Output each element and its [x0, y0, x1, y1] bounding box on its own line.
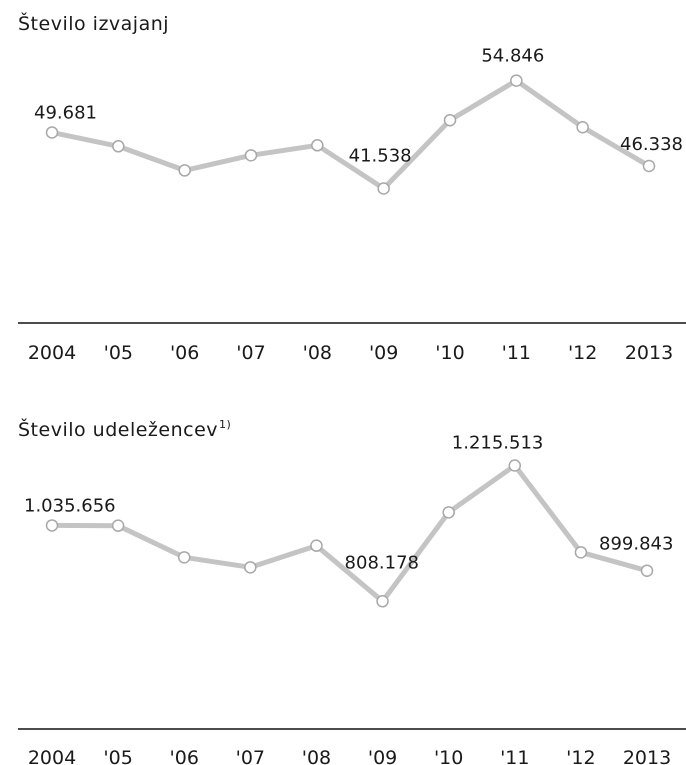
series-line — [49, 463, 650, 604]
x-tick-label: '10 — [434, 747, 463, 765]
x-tick-label: 2013 — [625, 342, 673, 364]
chart-title-text: Število udeležencev — [18, 419, 219, 441]
x-tick-label: '05 — [104, 342, 133, 364]
data-label-peak: 54.846 — [481, 46, 544, 67]
series-line — [49, 78, 652, 191]
x-tick-label: '06 — [170, 747, 199, 765]
data-point — [442, 506, 455, 519]
data-point — [45, 519, 59, 532]
x-tick-label: '10 — [435, 342, 464, 364]
data-point — [311, 139, 324, 152]
chart-panel-izvajanja: Število izvajanj 2004 '05 '06 '07 '08 '09 '10 '… — [0, 0, 686, 380]
line-chart-izvajanja: 2004 '05 '06 '07 '08 '09 '10 '11 '12 2013 49.681 41… — [18, 46, 686, 364]
data-label-end: 46.338 — [620, 134, 683, 155]
x-tick-label: 2013 — [623, 747, 671, 765]
x-tick-label: '06 — [170, 342, 199, 364]
data-point — [510, 74, 523, 87]
data-point — [443, 113, 457, 127]
x-tick-label: '09 — [369, 342, 398, 364]
data-point — [244, 561, 257, 574]
data-point — [376, 595, 389, 608]
data-point — [574, 546, 588, 559]
x-tick-label: '11 — [502, 342, 531, 364]
data-point — [45, 126, 59, 139]
data-point — [508, 459, 522, 472]
x-tick-label: '07 — [236, 342, 265, 364]
data-point — [112, 140, 125, 153]
x-tick-label: 2004 — [28, 747, 76, 765]
x-tick-label: '12 — [568, 342, 597, 364]
data-point — [177, 551, 191, 564]
data-point — [576, 120, 589, 134]
data-point — [640, 564, 654, 577]
x-tick-label: '09 — [368, 747, 397, 765]
data-label-start: 1.035.656 — [24, 495, 116, 516]
chart-title-text: Število izvajanj — [18, 13, 170, 35]
chart-panel-udelezenci: Število udeležencev1) 2004 '05 '06 '07 '08 '0… — [0, 400, 686, 765]
data-point — [111, 519, 125, 532]
data-point — [310, 539, 323, 552]
chart-title-footnote: 1) — [219, 418, 232, 431]
x-tick-label: '12 — [566, 747, 595, 765]
x-tick-label: '07 — [236, 747, 265, 765]
data-label-peak: 1.215.513 — [452, 432, 544, 453]
chart-title: Število izvajanj — [18, 12, 170, 35]
data-label-start: 49.681 — [34, 102, 97, 123]
data-label-low: 808.178 — [345, 552, 419, 573]
data-point — [178, 164, 191, 177]
line-chart-udelezenci: 2004 '05 '06 '07 '08 '09 '10 '11 '12 2013 1.035.65… — [18, 432, 686, 765]
data-point — [244, 149, 258, 162]
x-tick-label: '08 — [302, 747, 331, 765]
data-label-low: 41.538 — [349, 145, 412, 166]
data-point — [377, 182, 390, 195]
x-tick-label: '11 — [500, 747, 529, 765]
chart-title: Število udeležencev1) — [18, 418, 231, 441]
x-tick-label: 2004 — [28, 342, 76, 364]
data-point — [642, 159, 656, 173]
x-tick-label: '08 — [303, 342, 332, 364]
data-label-end: 899.843 — [599, 534, 673, 555]
x-tick-label: '05 — [103, 747, 132, 765]
